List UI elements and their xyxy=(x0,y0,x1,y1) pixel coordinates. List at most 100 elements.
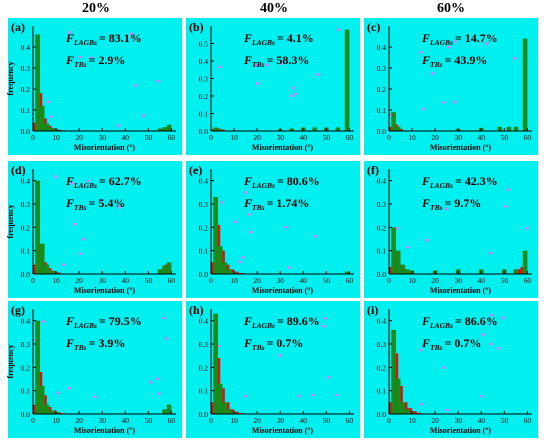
x-axis-label: Misorientation (°) xyxy=(430,286,492,295)
speckle xyxy=(323,317,327,320)
y-tick-label: 0.1 xyxy=(199,110,209,119)
tb-fraction: FTBs = 43.9% xyxy=(421,53,487,69)
panel-label: (g) xyxy=(11,303,25,317)
panel-label: (h) xyxy=(189,303,204,317)
bar xyxy=(227,269,232,274)
speckle xyxy=(311,393,315,397)
x-tick-label: 50 xyxy=(501,133,509,142)
x-tick-label: 30 xyxy=(454,276,462,285)
speckle xyxy=(287,266,291,269)
x-axis-label: Misorientation (°) xyxy=(430,426,492,435)
bar xyxy=(222,262,228,274)
y-tick-label: 0.1 xyxy=(199,247,209,256)
speckle xyxy=(86,179,90,183)
speckle xyxy=(265,63,269,66)
x-tick-label: 40 xyxy=(300,416,308,425)
x-tick-label: 20 xyxy=(253,133,261,142)
speckle xyxy=(497,347,501,350)
y-tick-label: 0.2 xyxy=(377,223,387,232)
x-tick-label: 40 xyxy=(122,276,130,285)
panel-e: 0.0 0.1 0.2 0.3 0.4 0 10 20 30 40 50 60 Misorientati… xyxy=(186,161,360,298)
speckle xyxy=(41,320,45,323)
y-tick-label: 0.1 xyxy=(21,387,31,396)
bar xyxy=(522,250,528,274)
y-tick-label: 0.0 xyxy=(199,127,209,136)
y-tick-label: 0.4 xyxy=(199,177,209,186)
tb-fraction: FTBs = 5.4% xyxy=(65,196,125,212)
speckle xyxy=(389,113,392,117)
x-tick-label: 30 xyxy=(276,416,284,425)
x-tick-label: 40 xyxy=(122,133,130,142)
lagb-fraction: FLAGBs = 80.6% xyxy=(243,174,320,190)
y-tick-label: 0.0 xyxy=(377,410,387,419)
lagb-fraction: FLAGBs = 62.7% xyxy=(65,174,142,190)
bar xyxy=(213,313,218,414)
y-tick-label: 0.3 xyxy=(21,64,31,73)
bar xyxy=(166,262,172,274)
speckle xyxy=(129,32,133,35)
speckle xyxy=(73,222,76,226)
tb-fraction: FTBs = 2.9% xyxy=(65,53,125,69)
bar xyxy=(39,386,45,414)
y-axis-label: frequency xyxy=(6,61,15,95)
speckle xyxy=(293,92,297,96)
bar xyxy=(162,127,167,131)
x-tick-label: 50 xyxy=(323,133,331,142)
x-tick-label: 0 xyxy=(31,276,35,285)
speckle xyxy=(422,107,425,111)
speckle xyxy=(314,234,317,238)
speckle xyxy=(142,114,145,117)
bar xyxy=(227,409,232,414)
bar xyxy=(49,270,54,274)
speckle xyxy=(419,348,422,352)
x-tick-label: 20 xyxy=(75,416,83,425)
column-header-20: 20% xyxy=(82,1,110,16)
lagb-fraction: FLAGBs = 42.3% xyxy=(421,174,498,190)
x-tick-label: 50 xyxy=(145,276,153,285)
y-tick-label: 0.4 xyxy=(21,317,31,326)
tb-fraction: FTBs = 1.74% xyxy=(243,196,309,212)
x-tick-label: 40 xyxy=(300,276,308,285)
bar xyxy=(391,227,396,274)
x-tick-label: 10 xyxy=(52,276,60,285)
y-tick-label: 0.3 xyxy=(21,340,31,349)
bar xyxy=(400,402,406,414)
speckle xyxy=(290,94,294,98)
speckle xyxy=(507,188,510,191)
x-tick-label: 30 xyxy=(98,276,106,285)
bar xyxy=(162,265,167,274)
x-tick-label: 10 xyxy=(408,133,416,142)
bar xyxy=(217,246,223,274)
column-header-40: 40% xyxy=(260,1,288,16)
bar xyxy=(400,264,406,274)
speckle xyxy=(247,213,251,216)
x-tick-label: 10 xyxy=(52,416,60,425)
x-tick-label: 20 xyxy=(431,276,439,285)
tb-fraction: FTBs = 9.7% xyxy=(421,196,481,212)
bar xyxy=(344,271,350,274)
x-tick-label: 50 xyxy=(501,276,509,285)
y-tick-label: 0.1 xyxy=(199,387,209,396)
x-tick-label: 50 xyxy=(501,416,509,425)
y-axis-label: frequency xyxy=(6,344,15,378)
panel-background xyxy=(364,18,538,155)
speckle xyxy=(241,256,245,259)
x-tick-label: 60 xyxy=(524,416,532,425)
bar xyxy=(405,409,410,414)
speckle xyxy=(327,376,331,379)
x-tick-label: 0 xyxy=(31,133,35,142)
y-tick-label: 0.0 xyxy=(21,270,31,279)
speckle xyxy=(220,201,223,204)
speckle xyxy=(156,377,159,381)
speckle xyxy=(162,316,166,320)
speckle xyxy=(157,392,161,396)
x-tick-label: 60 xyxy=(346,133,354,142)
speckle xyxy=(490,313,493,317)
lagb-fraction: FLAGBs = 14.7% xyxy=(421,31,498,47)
bar xyxy=(222,402,228,414)
speckle xyxy=(316,73,320,76)
speckle xyxy=(297,394,301,398)
x-tick-label: 40 xyxy=(478,133,486,142)
